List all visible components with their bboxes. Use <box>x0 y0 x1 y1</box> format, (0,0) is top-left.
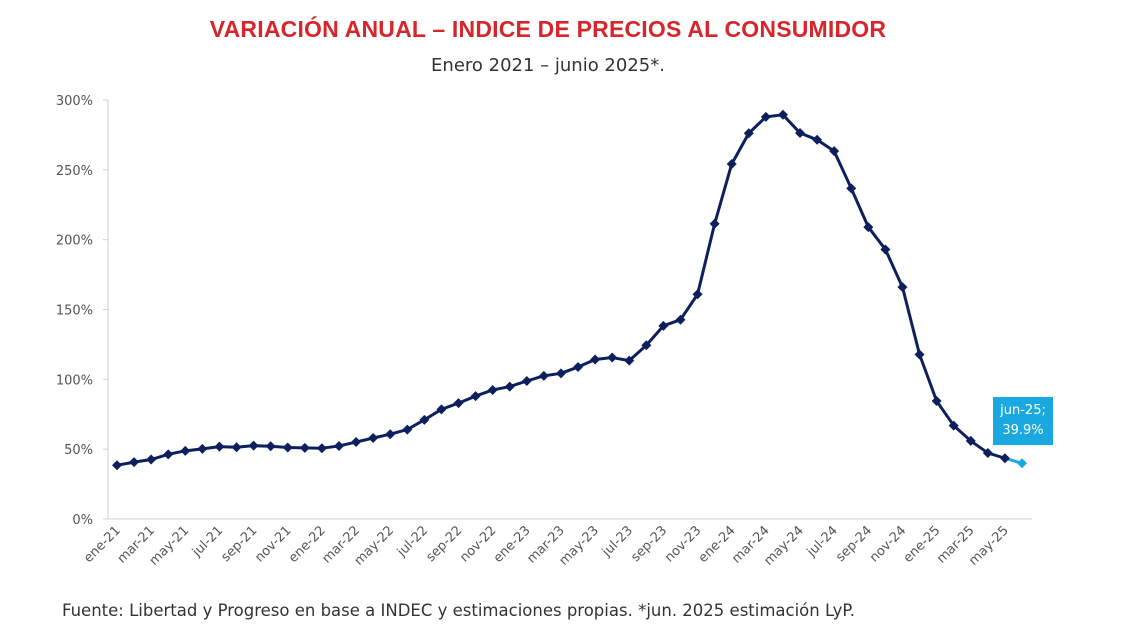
data-point <box>658 320 669 331</box>
data-point <box>231 442 242 453</box>
data-point <box>197 443 208 454</box>
data-point <box>351 437 362 448</box>
x-tick-label: sep-22 <box>423 523 465 565</box>
data-point <box>726 158 737 169</box>
data-point <box>146 454 157 465</box>
data-point <box>333 440 344 451</box>
y-tick-label: 50% <box>64 443 93 458</box>
x-tick-label: sep-21 <box>219 523 261 565</box>
data-point <box>931 395 942 406</box>
y-tick-label: 300% <box>56 94 93 109</box>
x-tick-label: nov-22 <box>457 523 499 565</box>
data-point <box>504 381 515 392</box>
data-point <box>965 435 976 446</box>
data-point <box>419 414 430 425</box>
data-point <box>795 127 806 138</box>
data-point <box>573 362 584 373</box>
data-point <box>282 442 293 453</box>
chart-title: VARIACIÓN ANUAL – INDICE DE PRECIOS AL C… <box>209 16 887 42</box>
x-tick-label: nov-23 <box>662 523 704 565</box>
data-point <box>385 429 396 440</box>
y-tick-label: 150% <box>56 304 93 319</box>
data-point <box>914 349 925 360</box>
y-tick-label: 200% <box>56 234 93 249</box>
data-point <box>743 128 754 139</box>
data-point <box>880 244 891 255</box>
x-tick-label: nov-21 <box>252 523 294 565</box>
y-tick-label: 250% <box>56 164 93 179</box>
callout-date: jun-25; <box>1000 403 1046 418</box>
data-point <box>846 183 857 194</box>
data-point <box>590 354 601 365</box>
x-tick-label: sep-23 <box>628 523 670 565</box>
data-point <box>521 376 532 387</box>
data-point <box>692 289 703 300</box>
y-tick-label: 0% <box>72 513 93 528</box>
data-point <box>1017 458 1027 469</box>
data-point <box>316 443 327 454</box>
data-point <box>248 440 259 451</box>
data-point <box>299 442 310 453</box>
data-point <box>863 222 874 233</box>
x-tick-label: sep-24 <box>833 523 875 565</box>
data-point <box>607 352 618 363</box>
data-point <box>624 355 635 366</box>
data-point <box>897 282 908 293</box>
data-point <box>982 447 993 458</box>
data-point <box>812 134 823 145</box>
data-point <box>368 432 379 443</box>
source-footer: Fuente: Libertad y Progreso en base a IN… <box>62 601 856 620</box>
data-point <box>180 445 191 456</box>
data-point <box>777 109 788 120</box>
data-point <box>487 384 498 395</box>
data-point <box>760 111 771 122</box>
data-point <box>709 218 720 229</box>
last-point-callout: jun-25; 39.9% <box>993 397 1053 445</box>
data-point <box>555 368 566 379</box>
chart-subtitle: Enero 2021 – junio 2025*. <box>431 55 665 76</box>
data-point <box>641 340 652 351</box>
data-point <box>999 453 1010 464</box>
data-point <box>129 457 140 468</box>
callout-value: 39.9% <box>1002 423 1044 438</box>
data-point <box>402 424 413 435</box>
data-point <box>163 449 174 460</box>
x-tick-label: nov-24 <box>867 523 909 565</box>
data-point <box>214 441 225 452</box>
data-point <box>453 398 464 409</box>
data-point <box>436 404 447 415</box>
data-point <box>112 460 122 471</box>
data-point <box>470 391 481 402</box>
series-line <box>116 113 1006 467</box>
data-point <box>675 314 686 325</box>
data-point <box>948 420 959 431</box>
data-point <box>829 146 840 157</box>
data-point <box>538 370 549 381</box>
data-point <box>265 441 276 452</box>
y-tick-label: 100% <box>56 373 93 388</box>
